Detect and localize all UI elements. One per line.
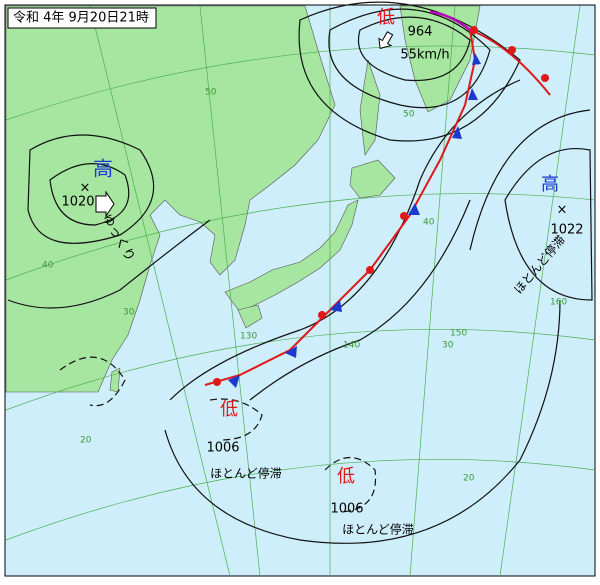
grid-label: 50 xyxy=(205,88,217,98)
grid-label: 40 xyxy=(423,218,435,228)
system-kind: 高 xyxy=(541,174,559,195)
grid-label: 140 xyxy=(343,341,360,351)
grid-label: 150 xyxy=(450,329,467,339)
system-motion: ほとんど停滞 xyxy=(342,522,414,537)
title: 令和 4年 9月20日21時 xyxy=(13,11,149,26)
grid-label: 40 xyxy=(42,261,54,271)
fronts xyxy=(204,10,551,388)
title-box xyxy=(7,7,157,29)
system-pressure: 1006 xyxy=(330,502,363,517)
grid-label: 20 xyxy=(463,474,475,484)
motion-arrow xyxy=(95,190,115,218)
grid-label: 20 xyxy=(80,436,92,446)
center-mark: × xyxy=(557,203,568,218)
motion-arrow xyxy=(378,31,394,50)
grid-label: 50 xyxy=(403,110,415,120)
grid-labels: 50 40 30 20 50 40 30 20 130 140 150 160 xyxy=(42,88,567,484)
grid-label: 160 xyxy=(550,298,567,308)
system-kind: 低 xyxy=(337,466,355,487)
center-mark: × xyxy=(80,181,91,196)
grid-label: 30 xyxy=(442,341,454,351)
system-pressure: 1022 xyxy=(550,223,583,238)
system-kind: 高 xyxy=(93,157,113,181)
system-kind: 低 xyxy=(220,399,238,420)
grid-label: 30 xyxy=(123,308,135,318)
system-motion: 55km/h xyxy=(400,48,449,63)
grid-label: 130 xyxy=(240,332,257,342)
system-motion: ほとんど停滞 xyxy=(210,466,282,481)
system-pressure: 964 xyxy=(408,25,433,40)
system-pressure: 1006 xyxy=(206,441,239,456)
system-kind: 低 xyxy=(377,7,395,28)
system-pressure: 1020 xyxy=(61,195,94,210)
